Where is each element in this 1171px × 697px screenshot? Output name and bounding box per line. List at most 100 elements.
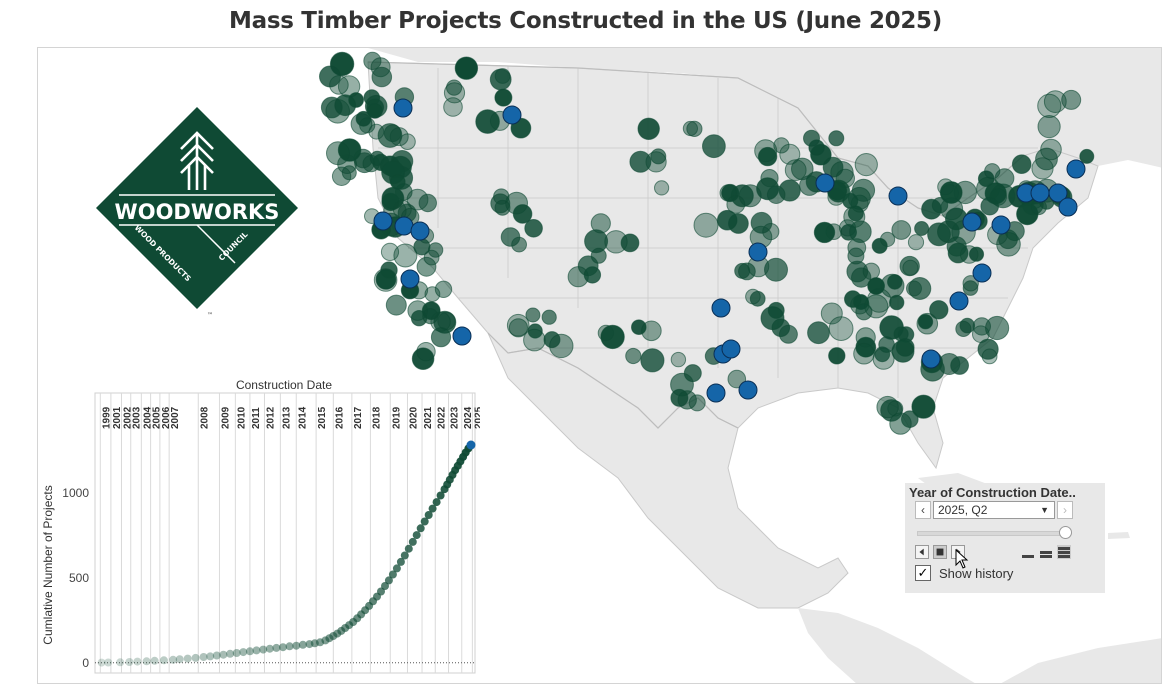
project-dot-current[interactable] (1048, 183, 1068, 203)
project-dot[interactable] (654, 180, 670, 196)
chart-point[interactable] (226, 649, 235, 658)
project-dot-current[interactable] (400, 269, 420, 289)
project-dot[interactable] (631, 319, 647, 336)
chart-point[interactable] (116, 658, 125, 667)
project-dot[interactable] (891, 339, 915, 363)
project-dot-current[interactable] (1030, 183, 1050, 203)
project-dot[interactable] (757, 146, 778, 167)
chart-point[interactable] (466, 440, 476, 450)
chart-point[interactable] (183, 654, 192, 663)
chart-point[interactable] (191, 653, 200, 662)
project-dot[interactable] (677, 390, 697, 410)
project-dot[interactable] (454, 56, 479, 80)
project-dot[interactable] (525, 307, 541, 323)
project-dot[interactable] (1037, 93, 1062, 119)
project-dot[interactable] (549, 333, 574, 359)
date-slider-thumb[interactable] (1059, 526, 1072, 539)
chart-point[interactable] (104, 658, 113, 667)
chart-point[interactable] (252, 646, 261, 655)
chart-point[interactable] (259, 645, 268, 654)
project-dot[interactable] (719, 184, 737, 202)
project-dot-current[interactable] (991, 215, 1011, 235)
project-dot[interactable] (407, 300, 429, 321)
chart-point[interactable] (245, 647, 254, 656)
chart-point[interactable] (424, 511, 433, 519)
project-dot[interactable] (363, 51, 382, 70)
project-dot[interactable] (600, 324, 625, 350)
project-dot[interactable] (693, 212, 719, 238)
chart-point[interactable] (428, 504, 437, 513)
project-dot[interactable] (902, 259, 919, 276)
project-dot[interactable] (853, 342, 875, 365)
project-dot[interactable] (650, 148, 667, 165)
project-dot[interactable] (820, 302, 843, 325)
chart-point[interactable] (392, 564, 401, 573)
project-dot[interactable] (319, 65, 341, 88)
chart-point[interactable] (206, 652, 215, 661)
chart-point[interactable] (272, 643, 281, 652)
project-dot[interactable] (430, 311, 451, 332)
project-dot-current[interactable] (502, 105, 522, 125)
project-dot[interactable] (828, 316, 854, 342)
chart-point[interactable] (175, 655, 184, 664)
speed-slow-icon[interactable] (1021, 545, 1035, 559)
project-dot[interactable] (508, 318, 528, 338)
project-dot[interactable] (604, 230, 628, 254)
project-dot[interactable] (908, 277, 932, 300)
project-dot[interactable] (730, 184, 754, 208)
chart-point[interactable] (232, 649, 241, 657)
project-dot[interactable] (337, 75, 361, 98)
project-dot-current[interactable] (949, 291, 969, 311)
project-dot-current[interactable] (393, 98, 413, 118)
project-dot[interactable] (1037, 115, 1061, 139)
project-dot[interactable] (434, 280, 453, 299)
project-dot[interactable] (390, 174, 406, 190)
project-dot[interactable] (629, 150, 652, 173)
project-dot[interactable] (962, 275, 979, 292)
project-dot[interactable] (416, 342, 436, 362)
project-dot[interactable] (842, 192, 859, 209)
project-dot[interactable] (876, 395, 899, 419)
chart-point[interactable] (199, 653, 208, 661)
project-dot[interactable] (828, 130, 845, 147)
project-dot[interactable] (968, 246, 985, 262)
project-dot[interactable] (637, 117, 660, 141)
project-dot[interactable] (524, 219, 543, 238)
project-dot-current[interactable] (972, 263, 992, 283)
project-dot[interactable] (385, 294, 407, 316)
project-dot[interactable] (416, 256, 437, 277)
project-dot[interactable] (411, 347, 435, 371)
project-dot[interactable] (750, 211, 773, 234)
chart-point[interactable] (408, 537, 417, 546)
project-dot[interactable] (889, 412, 912, 435)
play-backward-button[interactable] (915, 545, 929, 559)
project-dot[interactable] (891, 220, 912, 240)
project-dot[interactable] (803, 129, 820, 147)
chart-point[interactable] (133, 657, 142, 666)
project-dot[interactable] (862, 262, 880, 281)
chart-point[interactable] (239, 648, 248, 657)
project-dot[interactable] (1061, 89, 1082, 110)
project-dot[interactable] (422, 308, 439, 325)
project-dot[interactable] (779, 143, 801, 165)
cumulative-chart[interactable]: Construction Date Cumlative Number of Pr… (40, 375, 484, 680)
chart-point[interactable] (292, 641, 301, 650)
chevron-right-icon[interactable]: › (1057, 501, 1073, 519)
project-dot[interactable] (851, 178, 876, 202)
project-dot[interactable] (907, 234, 925, 251)
chevron-left-icon[interactable]: ‹ (915, 501, 931, 519)
project-dot[interactable] (640, 348, 665, 373)
project-dot[interactable] (702, 134, 726, 159)
project-dot[interactable] (955, 320, 972, 337)
chart-point[interactable] (416, 524, 425, 533)
project-dot[interactable] (773, 137, 790, 154)
chart-point[interactable] (285, 642, 294, 651)
project-dot[interactable] (939, 181, 963, 204)
project-dot-current[interactable] (748, 242, 768, 262)
project-dot[interactable] (911, 394, 936, 419)
chart-point[interactable] (265, 644, 274, 653)
chart-point[interactable] (384, 576, 393, 585)
project-dot[interactable] (506, 313, 530, 337)
project-dot-current[interactable] (1066, 159, 1086, 179)
project-dot[interactable] (683, 364, 702, 383)
